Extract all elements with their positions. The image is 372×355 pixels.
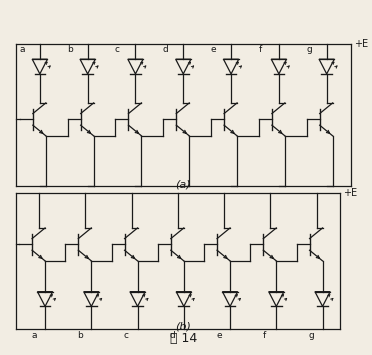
Text: b: b [67,45,73,54]
Text: +E: +E [343,189,357,198]
Text: +E: +E [354,39,368,49]
Text: f: f [262,331,266,340]
Text: (a): (a) [176,180,191,190]
Text: b: b [77,331,83,340]
Text: g: g [309,331,314,340]
Text: d: d [170,331,176,340]
Text: 图 14: 图 14 [170,332,197,345]
Text: (b): (b) [175,322,191,332]
Text: e: e [216,331,222,340]
Text: a: a [19,45,25,54]
Text: c: c [124,331,129,340]
Text: d: d [163,45,169,54]
Text: e: e [211,45,216,54]
Text: f: f [258,45,262,54]
Text: g: g [306,45,312,54]
Text: a: a [31,331,37,340]
Text: c: c [115,45,120,54]
